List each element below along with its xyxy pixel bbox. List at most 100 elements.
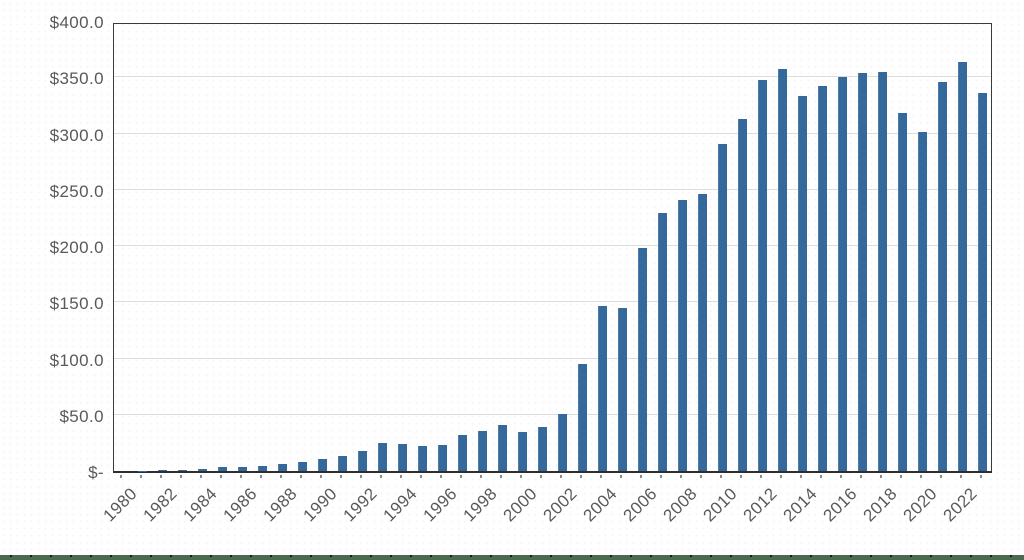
bar-2014 bbox=[797, 96, 807, 471]
footer-strip-tick bbox=[670, 555, 672, 557]
footer-strip-tick bbox=[390, 555, 392, 557]
x-tick-1997 bbox=[460, 475, 462, 478]
x-axis-label-1992: 1992 bbox=[339, 484, 381, 526]
x-axis-label-2004: 2004 bbox=[579, 484, 621, 526]
bar-2005 bbox=[617, 307, 627, 471]
footer-strip-tick bbox=[10, 555, 12, 557]
bar-2015 bbox=[817, 86, 827, 471]
x-axis-label-2012: 2012 bbox=[739, 484, 781, 526]
x-tick-1987 bbox=[260, 475, 262, 478]
bar-2012 bbox=[757, 79, 767, 471]
footer-strip-tick bbox=[50, 555, 52, 557]
footer-strip-tick bbox=[350, 555, 352, 557]
x-tick-1993 bbox=[380, 475, 382, 478]
footer-strip-tick bbox=[950, 555, 952, 557]
x-tick-1999 bbox=[500, 475, 502, 478]
bar-1985 bbox=[217, 467, 227, 471]
footer-strip-tick bbox=[150, 555, 152, 557]
x-tick-2001 bbox=[540, 475, 542, 478]
x-tick-1992 bbox=[360, 475, 362, 478]
x-axis-label-1998: 1998 bbox=[459, 484, 501, 526]
bar-1996 bbox=[437, 444, 447, 471]
x-tick-2012 bbox=[760, 475, 762, 478]
x-tick-2020 bbox=[920, 475, 922, 478]
footer-strip-tick bbox=[110, 555, 112, 557]
y-axis-label-1000: $100.0 bbox=[49, 350, 104, 370]
y-axis-label-1500: $150.0 bbox=[49, 294, 104, 314]
footer-strip-tick bbox=[410, 555, 412, 557]
footer-strip-tick bbox=[550, 555, 552, 557]
footer-strip-tick bbox=[590, 555, 592, 557]
footer-strip-tick bbox=[290, 555, 292, 557]
y-axis: $400.0 $350.0 $300.0 $250.0 $200.0 $150.0 $100… bbox=[0, 0, 104, 560]
x-tick-1998 bbox=[480, 475, 482, 478]
x-axis-label-1982: 1982 bbox=[139, 484, 181, 526]
footer-strip-tick bbox=[610, 555, 612, 557]
x-axis-label-1980: 1980 bbox=[99, 484, 141, 526]
bar-1997 bbox=[457, 435, 467, 471]
footer-strip-tick bbox=[570, 555, 572, 557]
x-tick-2006 bbox=[640, 475, 642, 478]
bar-2000 bbox=[517, 432, 527, 471]
x-tick-2015 bbox=[820, 475, 822, 478]
bar-2007 bbox=[657, 213, 667, 471]
footer-strip-tick bbox=[250, 555, 252, 557]
x-tick-1985 bbox=[220, 475, 222, 478]
footer-strip-tick bbox=[650, 555, 652, 557]
footer-strip-tick bbox=[430, 555, 432, 557]
footer-strip-tick bbox=[190, 555, 192, 557]
y-axis-label-: $- bbox=[88, 463, 104, 482]
x-axis-label-1990: 1990 bbox=[299, 484, 341, 526]
bar-2017 bbox=[857, 72, 867, 471]
bar-1989 bbox=[297, 462, 307, 471]
footer-strip-tick bbox=[970, 555, 972, 557]
bar-1991 bbox=[337, 455, 347, 471]
gridline-350 bbox=[114, 76, 991, 78]
gridline-300 bbox=[114, 132, 991, 134]
bar-1988 bbox=[277, 463, 287, 471]
footer-strip-tick bbox=[30, 555, 32, 557]
x-axis-label-1994: 1994 bbox=[379, 484, 421, 526]
footer-strip-tick bbox=[330, 555, 332, 557]
x-tick-2014 bbox=[800, 475, 802, 478]
footer-strip-tick bbox=[710, 555, 712, 557]
footer-strip-tick bbox=[990, 555, 992, 557]
x-axis-label-2000: 2000 bbox=[499, 484, 541, 526]
footer-strip bbox=[0, 555, 1024, 560]
footer-strip-tick bbox=[870, 555, 872, 557]
x-tick-2004 bbox=[600, 475, 602, 478]
x-tick-2003 bbox=[580, 475, 582, 478]
y-axis-label-2000: $200.0 bbox=[49, 238, 104, 257]
bar-2009 bbox=[697, 194, 707, 471]
x-tick-1996 bbox=[440, 475, 442, 478]
bar-1990 bbox=[317, 459, 327, 471]
bar-2020 bbox=[917, 132, 927, 471]
plot-area bbox=[113, 23, 992, 473]
bar-2010 bbox=[717, 143, 727, 471]
footer-strip-tick bbox=[470, 555, 472, 557]
footer-strip-tick bbox=[830, 555, 832, 557]
x-axis-label-2008: 2008 bbox=[659, 484, 701, 526]
x-tick-1982 bbox=[160, 475, 162, 478]
x-axis-ticks bbox=[113, 475, 992, 479]
x-tick-2016 bbox=[840, 475, 842, 478]
x-axis-label-2018: 2018 bbox=[859, 484, 901, 526]
footer-strip-tick bbox=[930, 555, 932, 557]
x-tick-2010 bbox=[720, 475, 722, 478]
footer-strip-tick bbox=[730, 555, 732, 557]
x-axis-label-1996: 1996 bbox=[419, 484, 461, 526]
x-axis-label-2020: 2020 bbox=[899, 484, 941, 526]
bar-1994 bbox=[397, 444, 407, 471]
footer-strip-tick bbox=[690, 555, 692, 557]
x-tick-2002 bbox=[560, 475, 562, 478]
footer-strip-tick bbox=[910, 555, 912, 557]
bar-2001 bbox=[537, 427, 547, 471]
bar-1993 bbox=[377, 443, 387, 471]
footer-strip-tick bbox=[790, 555, 792, 557]
x-tick-2011 bbox=[740, 475, 742, 478]
x-axis-label-2006: 2006 bbox=[619, 484, 661, 526]
footer-strip-tick bbox=[130, 555, 132, 557]
x-tick-1994 bbox=[400, 475, 402, 478]
footer-strip-tick bbox=[1010, 555, 1012, 557]
x-tick-1995 bbox=[420, 475, 422, 478]
